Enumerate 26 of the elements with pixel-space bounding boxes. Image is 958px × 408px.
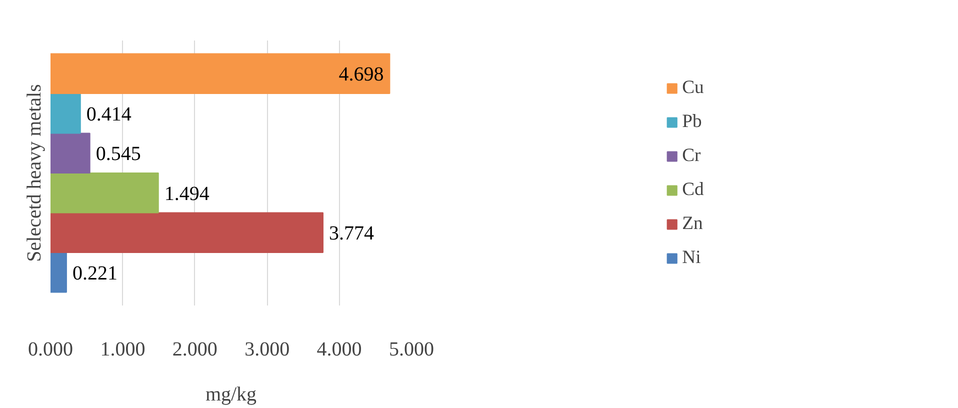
legend-label: Ni [682,246,702,268]
data-label: 4.698 [338,64,384,86]
bar [50,93,81,134]
y-axis-title: Selecetd heavy metals [24,84,46,262]
bar [50,172,159,214]
bar [50,212,324,253]
x-tick-label: 5.000 [389,338,434,360]
legend-label: Cu [682,76,704,98]
x-tick-label: 2.000 [172,338,218,360]
bar [50,132,90,174]
x-tick-label: 1.000 [100,338,146,360]
data-label: 0.545 [96,143,141,166]
data-label: 3.774 [328,222,374,245]
data-label: 1.494 [164,182,210,205]
legend-label: Zn [682,212,703,234]
data-label: 0.221 [72,262,118,284]
data-label: 0.414 [86,103,132,126]
legend-label: Pb [682,110,702,132]
bar [50,252,67,293]
x-axis-title: mg/kg [205,384,257,406]
x-tick-label: 3.000 [244,338,290,360]
x-tick-label: 4.000 [316,338,362,360]
x-tick-label: 0.000 [28,338,73,360]
bar [50,53,390,94]
legend-label: Cr [682,144,702,166]
legend-label: Cd [682,178,704,200]
